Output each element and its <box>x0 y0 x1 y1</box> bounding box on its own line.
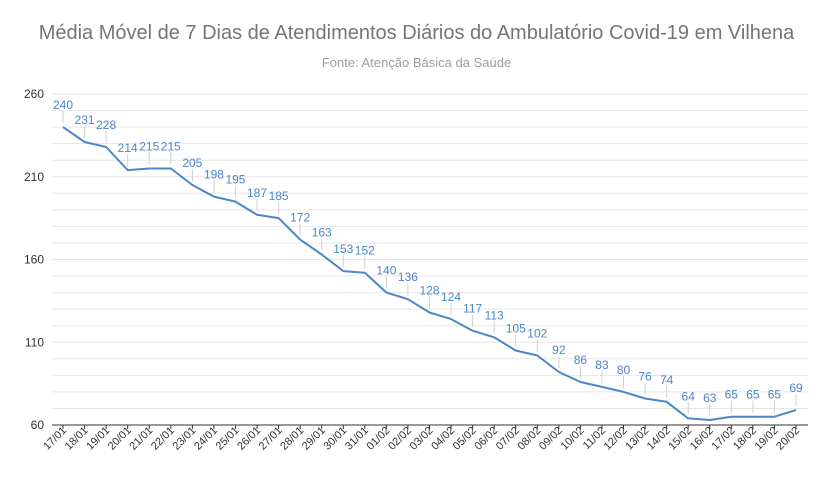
data-label: 187 <box>247 186 267 200</box>
data-label: 195 <box>225 173 245 187</box>
data-label: 83 <box>595 358 609 372</box>
x-tick-label: 26/01 <box>235 425 263 453</box>
data-label: 74 <box>660 373 674 387</box>
x-tick-label: 15/02 <box>666 425 694 453</box>
x-tick-label: 30/01 <box>321 425 349 453</box>
x-tick-label: 20/02 <box>774 425 802 453</box>
x-tick-label: 28/01 <box>278 425 306 453</box>
x-tick-label: 14/02 <box>645 425 673 453</box>
x-tick-label: 06/02 <box>472 425 500 453</box>
x-tick-label: 09/02 <box>537 425 565 453</box>
data-label: 215 <box>139 139 159 153</box>
data-label: 163 <box>312 226 332 240</box>
x-tick-label: 25/01 <box>214 425 242 453</box>
data-label: 205 <box>182 156 202 170</box>
data-label: 198 <box>204 168 224 182</box>
x-tick-label: 19/01 <box>84 425 112 453</box>
data-label: 231 <box>75 113 95 127</box>
x-tick-label: 24/01 <box>192 425 220 453</box>
data-label: 228 <box>96 118 116 132</box>
x-tick-label: 27/01 <box>257 425 285 453</box>
x-tick-label: 04/02 <box>429 425 457 453</box>
chart-title: Média Móvel de 7 Dias de Atendimentos Di… <box>38 22 795 44</box>
data-label: 64 <box>682 389 696 403</box>
x-tick-label: 19/02 <box>753 425 781 453</box>
data-label: 65 <box>746 388 760 402</box>
y-tick-label: 160 <box>24 253 44 267</box>
x-tick-label: 21/01 <box>127 425 155 453</box>
chart-subtitle: Fonte: Atenção Básica da Saúde <box>321 55 512 70</box>
y-tick-label: 210 <box>24 170 44 184</box>
data-label: 128 <box>419 283 439 297</box>
x-tick-label: 12/02 <box>602 425 630 453</box>
data-label: 86 <box>574 353 588 367</box>
x-tick-label: 23/01 <box>171 425 199 453</box>
series-line <box>62 126 797 421</box>
data-label: 63 <box>703 391 717 405</box>
data-label: 136 <box>398 270 418 284</box>
data-label: 140 <box>376 264 396 278</box>
x-tick-label: 02/02 <box>386 425 414 453</box>
y-tick-label: 60 <box>31 418 45 432</box>
data-label: 117 <box>463 302 482 316</box>
y-tick-label: 110 <box>25 335 44 349</box>
x-tick-label: 01/02 <box>365 425 393 453</box>
x-tick-label: 17/02 <box>709 425 737 453</box>
data-label: 76 <box>638 370 652 384</box>
x-tick-label: 05/02 <box>451 425 479 453</box>
data-label: 152 <box>355 244 375 258</box>
x-tick-label: 11/02 <box>581 425 608 452</box>
data-label: 172 <box>290 211 310 225</box>
data-label: 105 <box>506 322 526 336</box>
x-tick-label: 18/01 <box>63 425 91 453</box>
data-label: 65 <box>768 388 782 402</box>
data-label: 80 <box>617 363 631 377</box>
data-label: 214 <box>118 141 138 155</box>
x-tick-label: 13/02 <box>623 425 651 453</box>
data-label: 65 <box>725 388 739 402</box>
x-tick-label: 31/01 <box>343 425 371 453</box>
x-tick-label: 22/01 <box>149 425 177 453</box>
x-tick-label: 10/02 <box>559 425 587 453</box>
x-tick-label: 16/02 <box>688 425 716 453</box>
x-tick-label: 18/02 <box>731 425 759 453</box>
x-tick-label: 29/01 <box>300 425 328 453</box>
y-tick-label: 260 <box>24 87 44 101</box>
data-label: 240 <box>53 98 73 112</box>
data-label: 124 <box>441 290 461 304</box>
data-label: 102 <box>527 326 547 340</box>
x-tick-label: 08/02 <box>515 425 543 453</box>
data-label: 69 <box>789 381 803 395</box>
x-tick-label: 03/02 <box>408 425 436 453</box>
x-tick-label: 17/01 <box>41 425 69 453</box>
data-label: 153 <box>333 242 353 256</box>
data-label: 113 <box>485 308 504 322</box>
x-tick-label: 07/02 <box>494 425 522 453</box>
x-tick-label: 20/01 <box>106 425 134 453</box>
data-label: 215 <box>161 139 181 153</box>
data-label: 92 <box>552 343 566 357</box>
data-label: 185 <box>269 189 289 203</box>
